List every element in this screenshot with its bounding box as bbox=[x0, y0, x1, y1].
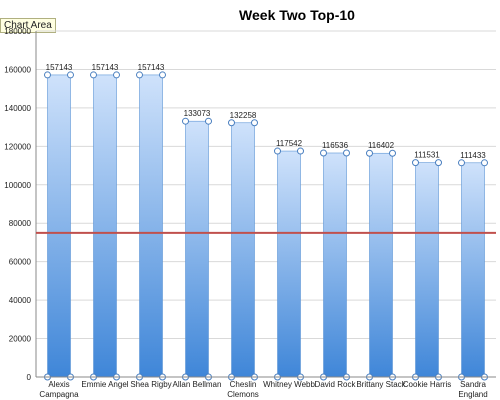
selection-handle[interactable] bbox=[435, 159, 442, 167]
y-tick-label: 140000 bbox=[4, 104, 31, 113]
selection-handle[interactable] bbox=[159, 71, 166, 79]
y-tick-label: 100000 bbox=[4, 181, 31, 190]
selection-handle[interactable] bbox=[389, 149, 396, 157]
x-tick-label-line: Brittany Stack bbox=[356, 380, 406, 389]
x-tick-label: Cheslin Clemons bbox=[227, 380, 259, 399]
y-tick-label: 120000 bbox=[4, 142, 31, 151]
x-tick-label-line: Sandra bbox=[460, 380, 486, 389]
data-labels-group: 157143 157143 157143 133073 132258 117542 1165… bbox=[46, 63, 487, 160]
data-label: 117542 bbox=[276, 139, 303, 148]
selection-handle[interactable] bbox=[274, 147, 281, 155]
selection-handle[interactable] bbox=[366, 149, 373, 157]
y-tick-label: 80000 bbox=[9, 219, 32, 228]
bar[interactable] bbox=[323, 152, 347, 378]
selection-handle[interactable] bbox=[136, 71, 143, 79]
x-tick-label: Sandra England bbox=[458, 380, 487, 399]
x-tick-label: David Rock bbox=[315, 380, 357, 389]
y-tick-label: 180000 bbox=[4, 27, 31, 36]
selection-handle[interactable] bbox=[297, 147, 304, 155]
chart-area-tooltip: Chart Area bbox=[0, 18, 56, 33]
bar[interactable] bbox=[47, 74, 71, 378]
bar[interactable] bbox=[415, 162, 439, 378]
x-tick-label-line: Whitney Webb bbox=[263, 380, 315, 389]
x-tick-label: Shea Rigby bbox=[130, 380, 171, 389]
data-label: 157143 bbox=[46, 63, 73, 72]
x-tick-label-line: Clemons bbox=[227, 390, 259, 399]
y-tick-label: 20000 bbox=[9, 335, 32, 344]
bar[interactable] bbox=[139, 74, 163, 378]
x-tick-label-line: Emmie Angel bbox=[81, 380, 128, 389]
x-tick-label: Whitney Webb bbox=[263, 380, 315, 389]
selection-handle[interactable] bbox=[458, 159, 465, 167]
data-label: 157143 bbox=[138, 63, 165, 72]
x-tick-label-line: Allan Bellman bbox=[173, 380, 222, 389]
bar[interactable] bbox=[231, 122, 255, 378]
x-tick-label: Alexis Campagna bbox=[39, 380, 79, 399]
y-tick-label: 0 bbox=[27, 373, 32, 382]
y-tick-label: 40000 bbox=[9, 296, 32, 305]
selection-handle[interactable] bbox=[481, 159, 488, 167]
selection-handle[interactable] bbox=[90, 71, 97, 79]
data-label: 157143 bbox=[92, 63, 119, 72]
chart-title: Week Two Top-10 bbox=[239, 7, 355, 23]
selection-handle[interactable] bbox=[113, 71, 120, 79]
x-tick-label: Cookie Harris bbox=[403, 380, 451, 389]
bars-group bbox=[44, 71, 488, 381]
data-label: 111433 bbox=[460, 151, 486, 160]
selection-handle[interactable] bbox=[205, 117, 212, 125]
x-tick-label-line: Shea Rigby bbox=[130, 380, 171, 389]
selection-handle[interactable] bbox=[228, 119, 235, 127]
selection-handle[interactable] bbox=[412, 159, 419, 167]
x-tick-label-line: Cheslin bbox=[230, 380, 257, 389]
y-axis: 0 20000 40000 60000 80000 100000 120000 140000 1… bbox=[4, 27, 37, 382]
data-label: 116402 bbox=[368, 141, 395, 150]
bar[interactable] bbox=[461, 162, 485, 378]
x-tick-label-line: Campagna bbox=[39, 390, 79, 399]
selection-handle[interactable] bbox=[182, 117, 189, 125]
x-tick-label-line: David Rock bbox=[315, 380, 357, 389]
y-tick-label: 160000 bbox=[4, 65, 31, 74]
selection-handle[interactable] bbox=[251, 119, 258, 127]
selection-handle[interactable] bbox=[44, 71, 51, 79]
x-tick-label: Brittany Stack bbox=[356, 380, 406, 389]
selection-handle[interactable] bbox=[343, 149, 350, 157]
x-tick-label: Emmie Angel bbox=[81, 380, 128, 389]
y-tick-label: 60000 bbox=[9, 258, 32, 267]
bar[interactable] bbox=[277, 150, 301, 378]
selection-handle[interactable] bbox=[320, 149, 327, 157]
data-label: 111531 bbox=[414, 151, 440, 160]
x-tick-label-line: Alexis bbox=[48, 380, 69, 389]
selection-handle[interactable] bbox=[67, 71, 74, 79]
x-tick-label-line: England bbox=[458, 390, 487, 399]
bar[interactable] bbox=[93, 74, 117, 378]
data-label: 133073 bbox=[184, 109, 211, 118]
bar[interactable] bbox=[185, 120, 209, 378]
data-label: 116536 bbox=[322, 141, 349, 150]
data-label: 132258 bbox=[230, 111, 257, 120]
bar[interactable] bbox=[369, 152, 393, 378]
x-tick-label-line: Cookie Harris bbox=[403, 380, 451, 389]
x-tick-label: Allan Bellman bbox=[173, 380, 222, 389]
